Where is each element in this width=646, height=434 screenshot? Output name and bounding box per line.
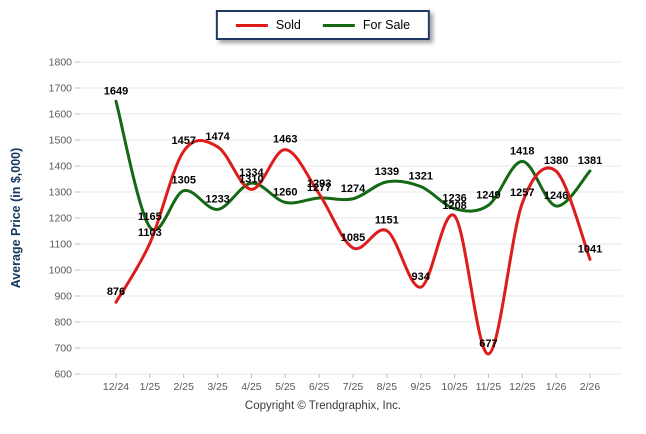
- svg-text:1321: 1321: [408, 171, 432, 183]
- svg-text:1500: 1500: [49, 135, 73, 147]
- svg-text:1277: 1277: [307, 182, 331, 194]
- svg-text:1800: 1800: [49, 57, 73, 69]
- svg-text:5/25: 5/25: [275, 381, 296, 393]
- svg-text:1100: 1100: [49, 239, 72, 251]
- svg-text:1293: 1293: [307, 178, 331, 190]
- svg-text:1233: 1233: [205, 193, 229, 205]
- svg-text:1/25: 1/25: [140, 381, 161, 393]
- svg-text:1085: 1085: [341, 232, 365, 244]
- svg-text:1151: 1151: [375, 215, 399, 227]
- svg-text:1600: 1600: [49, 109, 73, 121]
- svg-text:1310: 1310: [239, 173, 263, 185]
- svg-text:1249: 1249: [476, 189, 500, 201]
- svg-text:934: 934: [412, 271, 431, 283]
- svg-text:1000: 1000: [49, 265, 73, 277]
- svg-text:1103: 1103: [138, 227, 162, 239]
- svg-text:1305: 1305: [171, 175, 195, 187]
- sold-line-swatch: [235, 23, 268, 27]
- svg-text:10/25: 10/25: [441, 381, 467, 393]
- svg-text:8/25: 8/25: [377, 381, 398, 393]
- svg-text:2/25: 2/25: [173, 381, 194, 393]
- svg-text:700: 700: [54, 343, 72, 355]
- svg-text:800: 800: [54, 317, 72, 329]
- svg-text:1334: 1334: [239, 167, 264, 179]
- svg-text:1246: 1246: [544, 190, 568, 202]
- svg-text:600: 600: [54, 369, 72, 381]
- legend: Sold For Sale: [215, 10, 431, 40]
- legend-label-sold: Sold: [275, 18, 301, 32]
- svg-text:4/25: 4/25: [241, 381, 262, 393]
- svg-text:3/25: 3/25: [207, 381, 228, 393]
- svg-text:1274: 1274: [341, 183, 366, 195]
- svg-text:1380: 1380: [544, 155, 568, 167]
- svg-text:1208: 1208: [442, 200, 466, 212]
- svg-text:1165: 1165: [138, 211, 162, 223]
- svg-text:11/25: 11/25: [476, 381, 502, 393]
- svg-text:1381: 1381: [578, 155, 602, 167]
- legend-item-for-sale: For Sale: [322, 18, 411, 32]
- svg-text:1400: 1400: [49, 161, 73, 173]
- svg-text:900: 900: [54, 291, 72, 303]
- svg-text:1418: 1418: [510, 145, 534, 157]
- svg-text:1260: 1260: [273, 186, 297, 198]
- svg-text:1257: 1257: [510, 187, 534, 199]
- svg-text:12/25: 12/25: [509, 381, 535, 393]
- svg-text:1236: 1236: [442, 193, 466, 205]
- svg-text:9/25: 9/25: [410, 381, 431, 393]
- svg-text:1300: 1300: [49, 187, 73, 199]
- svg-text:1457: 1457: [171, 135, 195, 147]
- for-sale-line-swatch: [322, 23, 355, 27]
- svg-text:1339: 1339: [375, 166, 399, 178]
- y-axis-title: Average Price (in $,000): [9, 147, 23, 289]
- svg-text:876: 876: [107, 286, 125, 298]
- svg-text:1463: 1463: [273, 134, 297, 146]
- svg-text:2/26: 2/26: [580, 381, 601, 393]
- svg-text:12/24: 12/24: [103, 381, 129, 393]
- svg-text:6/25: 6/25: [309, 381, 330, 393]
- legend-label-for-sale: For Sale: [362, 18, 411, 32]
- copyright-text: Copyright © Trendgraphix, Inc.: [244, 400, 402, 412]
- svg-text:1474: 1474: [205, 131, 230, 143]
- svg-text:1/26: 1/26: [546, 381, 567, 393]
- svg-text:1649: 1649: [104, 85, 128, 97]
- svg-text:7/25: 7/25: [343, 381, 364, 393]
- svg-text:677: 677: [479, 338, 497, 350]
- svg-text:1700: 1700: [49, 83, 73, 95]
- legend-item-sold: Sold: [235, 18, 301, 32]
- svg-text:1200: 1200: [49, 213, 73, 225]
- svg-text:1041: 1041: [578, 243, 602, 255]
